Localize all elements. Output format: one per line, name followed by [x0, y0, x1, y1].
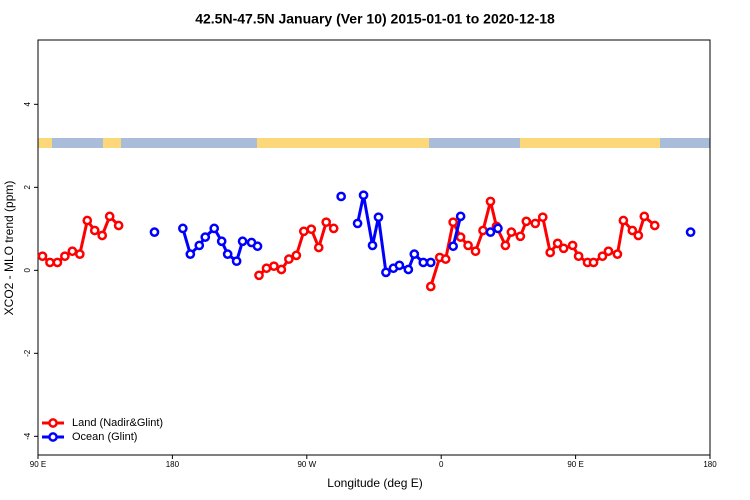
- data-point: [113, 220, 124, 231]
- data-point: [37, 251, 48, 262]
- y-tick-label: -2: [23, 349, 32, 357]
- y-tick-label: 0: [23, 268, 32, 273]
- data-point: [209, 223, 220, 234]
- data-point: [60, 251, 70, 262]
- data-point: [521, 216, 532, 227]
- data-point: [328, 223, 339, 234]
- data-point: [618, 215, 629, 226]
- data-point: [418, 257, 429, 268]
- data-point: [104, 211, 115, 222]
- data-point: [448, 241, 458, 252]
- data-point: [573, 251, 584, 262]
- data-point: [216, 236, 227, 247]
- data-point: [67, 246, 78, 257]
- data-point: [284, 254, 294, 264]
- data-point: [409, 249, 420, 259]
- data-point: [506, 227, 517, 237]
- y-axis-label: XCO2 - MLO trend (ppm): [2, 181, 16, 316]
- data-point: [149, 227, 160, 237]
- data-point: [222, 249, 233, 259]
- y-tick-label: -4: [23, 432, 32, 440]
- data-point: [597, 251, 608, 262]
- x-tick-label: 90 E: [567, 460, 583, 469]
- data-point: [463, 240, 473, 251]
- data-point: [194, 240, 205, 251]
- data-point: [545, 247, 556, 258]
- surface-strip: [38, 138, 710, 148]
- data-point: [252, 241, 263, 252]
- data-point: [178, 223, 188, 234]
- data-point: [89, 225, 100, 236]
- x-axis-label: Longitude (deg E): [327, 476, 422, 490]
- data-point: [82, 215, 93, 226]
- data-point: [588, 257, 599, 268]
- data-point: [649, 220, 660, 231]
- x-tick-label: 90 W: [297, 460, 316, 469]
- x-tick-label: 90 E: [30, 460, 46, 469]
- data-point: [321, 217, 332, 228]
- data-point: [515, 231, 526, 242]
- data-point: [313, 242, 324, 253]
- data-point: [352, 218, 363, 229]
- data-point: [394, 260, 405, 271]
- data-point: [276, 264, 287, 275]
- legend-label: Ocean (Glint): [72, 431, 137, 443]
- data-point: [558, 243, 569, 254]
- data-point: [478, 225, 488, 236]
- data-point: [291, 250, 302, 261]
- x-tick-label: 180: [703, 460, 717, 469]
- data-point: [455, 232, 466, 242]
- data-point: [200, 232, 211, 242]
- data-point: [552, 238, 563, 249]
- x-tick-label: 180: [166, 460, 180, 469]
- data-point: [530, 218, 541, 229]
- legend-label: Land (Nadir&Glint): [72, 417, 163, 429]
- data-point: [685, 227, 696, 237]
- plot-frame: [37, 39, 711, 456]
- data-point: [367, 240, 378, 251]
- data-point: [97, 230, 108, 241]
- data-point: [358, 190, 369, 201]
- data-point: [639, 211, 650, 222]
- data-point: [52, 257, 63, 268]
- data-point: [45, 257, 55, 268]
- data-point: [381, 267, 391, 278]
- data-point: [627, 225, 638, 236]
- data-point: [603, 246, 614, 257]
- data-point: [306, 224, 317, 235]
- legend: Land (Nadir&Glint) Ocean (Glint): [42, 417, 163, 443]
- data-point: [440, 254, 451, 264]
- legend-marker: [48, 418, 58, 428]
- data-point: [500, 240, 511, 251]
- data-point: [470, 246, 481, 257]
- data-point: [493, 223, 503, 234]
- data-point: [261, 263, 272, 274]
- data-point: [485, 227, 496, 237]
- data-point: [185, 249, 196, 259]
- data-point: [425, 281, 436, 292]
- data-point: [425, 257, 436, 268]
- chart-title: 42.5N-47.5N January (Ver 10) 2015-01-01 …: [195, 11, 555, 27]
- data-point: [336, 191, 346, 202]
- data-point: [567, 240, 578, 251]
- legend-marker: [48, 432, 58, 442]
- data-point: [231, 256, 242, 267]
- data-point: [448, 217, 458, 228]
- x-tick-label: 0: [439, 460, 444, 469]
- data-point: [74, 249, 85, 259]
- data-point: [254, 270, 264, 281]
- data-point: [269, 261, 279, 272]
- data-point: [455, 211, 466, 222]
- data-point: [537, 212, 548, 223]
- y-tick-label: 4: [23, 102, 32, 107]
- data-point: [373, 212, 384, 223]
- y-tick-label: 2: [23, 185, 32, 190]
- data-point: [237, 236, 248, 247]
- data-point: [485, 196, 496, 207]
- data-point: [403, 264, 414, 275]
- data-point: [612, 249, 623, 259]
- data-point: [298, 226, 309, 237]
- data-point: [633, 230, 644, 241]
